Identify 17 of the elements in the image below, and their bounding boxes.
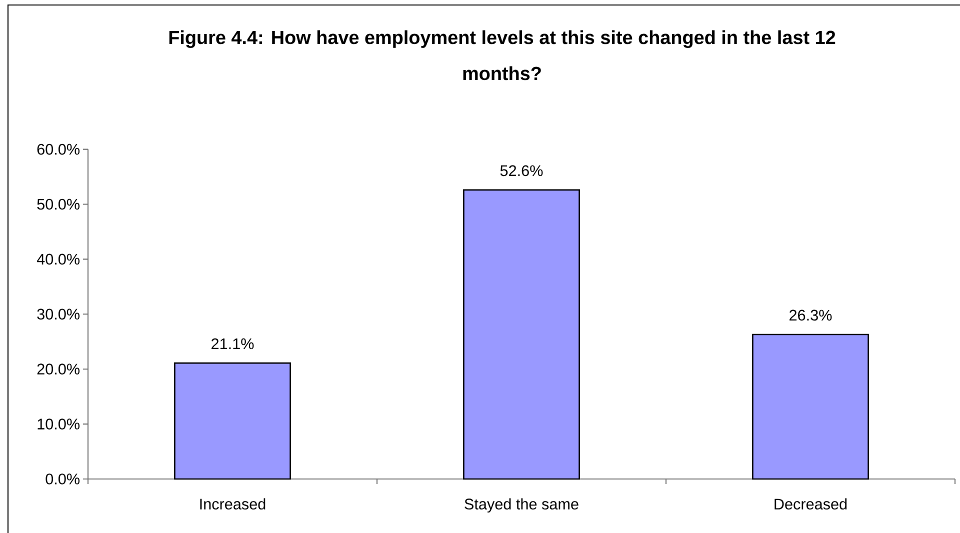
x-tick-label: Decreased [774, 498, 847, 510]
data-label: 52.6% [500, 165, 543, 176]
y-tick-label: 20.0% [37, 364, 80, 375]
x-tick-label: Stayed the same [464, 498, 578, 513]
bar [752, 334, 869, 480]
y-tick-label: 60.0% [37, 144, 80, 155]
data-label: 21.1% [212, 338, 254, 350]
bar [463, 189, 580, 480]
x-tick-label: Increased [200, 498, 266, 510]
data-label: 26.3% [790, 310, 832, 321]
y-tick-label: 10.0% [38, 418, 80, 430]
y-tick-label: 40.0% [36, 254, 80, 265]
bar [174, 362, 291, 480]
y-tick-label: 0.0% [46, 474, 80, 484]
chart-title: Figure 4.4: How have employment levels at this site changed in the last 12 months? [169, 30, 836, 80]
y-tick-label: 50.0% [37, 198, 80, 210]
y-tick-label: 30.0% [37, 308, 80, 320]
